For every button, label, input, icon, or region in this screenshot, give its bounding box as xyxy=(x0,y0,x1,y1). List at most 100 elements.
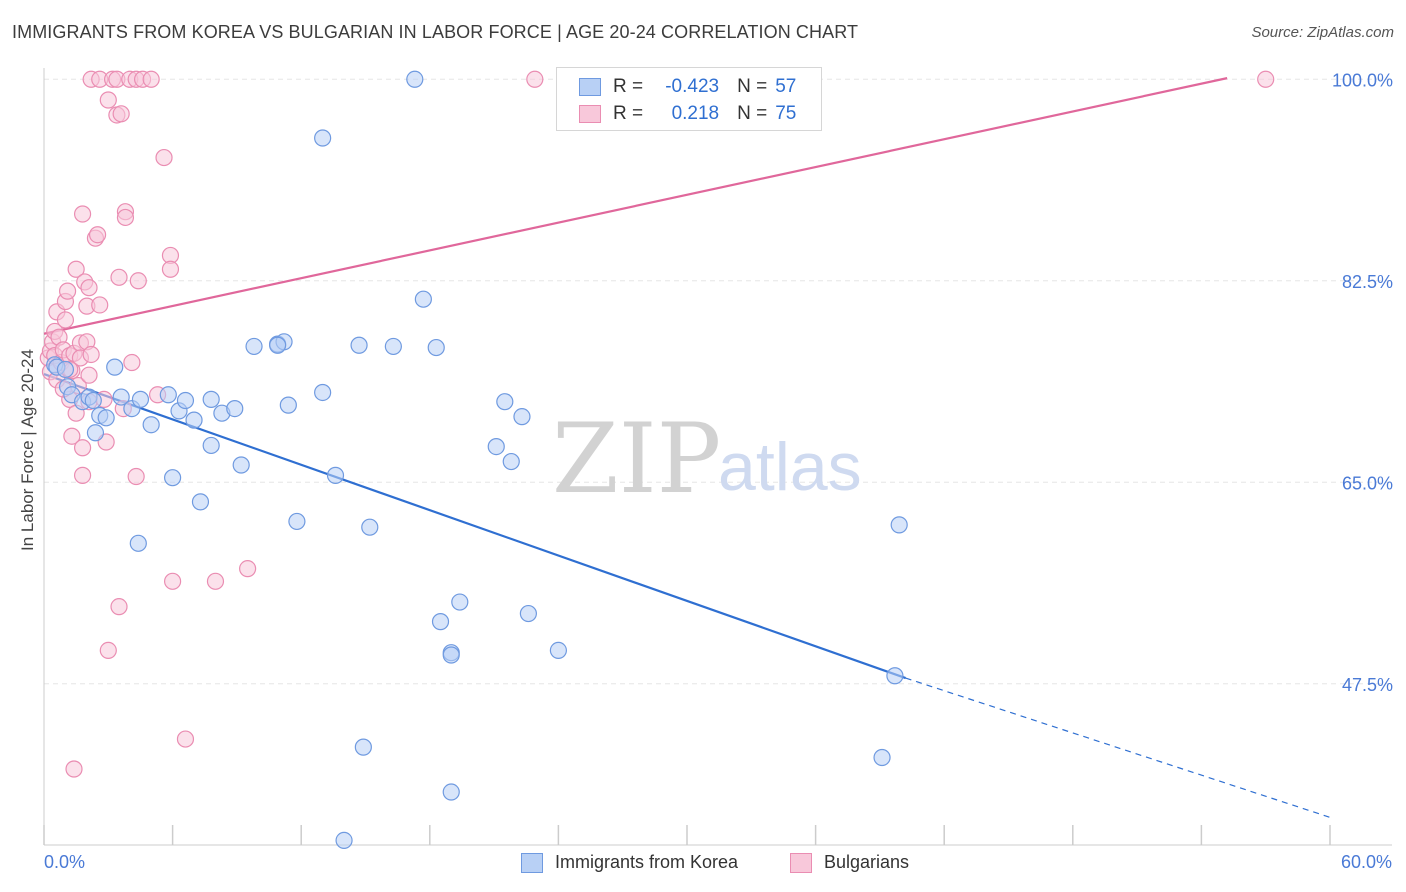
y-axis-label: In Labor Force | Age 20-24 xyxy=(18,349,37,551)
korea-point xyxy=(406,70,424,88)
korea-point xyxy=(314,129,332,147)
bulgarians-point xyxy=(67,260,85,278)
bulgarians-point xyxy=(123,353,141,372)
gridlines xyxy=(44,78,1392,685)
korea-point xyxy=(86,424,105,442)
y-tick-label: 65.0% xyxy=(1342,473,1393,493)
bulgarians-point xyxy=(142,70,160,88)
korea-point xyxy=(873,748,891,767)
bulgarians-point xyxy=(82,345,100,364)
watermark-zip: ZIP xyxy=(552,403,721,515)
korea-point xyxy=(159,386,177,404)
korea-point xyxy=(354,738,372,756)
korea-point xyxy=(232,456,250,474)
bulgarians-swatch xyxy=(579,105,601,123)
y-axis-label-wrap: In Labor Force | Age 20-24 xyxy=(16,300,40,600)
bulgarians-point xyxy=(88,226,107,244)
bulgarians-point xyxy=(73,439,92,457)
watermark-atlas: atlas xyxy=(718,429,862,505)
bulgarians-point xyxy=(1257,70,1275,88)
korea-legend-swatch xyxy=(521,852,543,873)
bulgarians-point xyxy=(80,279,98,297)
korea-point xyxy=(191,493,210,511)
stats-legend: R = -0.423 N = 57 R = 0.218 N = 75 xyxy=(556,67,822,131)
korea-point xyxy=(131,390,150,408)
r-label: R = xyxy=(613,103,644,124)
korea-point xyxy=(202,390,220,408)
legend-item-korea[interactable]: Immigrants from Korea xyxy=(521,852,738,873)
korea-point xyxy=(519,604,537,623)
bulgarians-point xyxy=(155,148,173,167)
korea-point xyxy=(431,613,450,631)
bulgarians-point xyxy=(80,366,98,384)
korea-point xyxy=(350,336,368,354)
y-tick-labels: 47.5% 65.0% 82.5% 100.0% xyxy=(1332,70,1393,695)
bulgarians-point xyxy=(110,268,128,286)
korea-point xyxy=(886,667,904,685)
bulgarians-point xyxy=(239,560,257,578)
bulgarians-point xyxy=(63,427,81,445)
korea-point xyxy=(427,338,445,357)
korea-point xyxy=(890,516,908,534)
korea-point xyxy=(164,469,182,487)
bulgarians-legend-swatch xyxy=(790,852,812,873)
korea-point xyxy=(176,391,195,410)
korea-point xyxy=(84,391,102,410)
bulgarians-point xyxy=(58,282,77,300)
korea-point xyxy=(361,518,379,536)
x-tick-max: 60.0% xyxy=(1340,852,1392,872)
bulgarians-point xyxy=(526,70,544,88)
stats-row-bulgarians: R = 0.218 N = 75 xyxy=(579,101,796,127)
korea-point xyxy=(442,783,460,801)
korea-point xyxy=(97,409,115,427)
bulgarians-trend-line xyxy=(43,77,1228,335)
korea-point xyxy=(226,399,244,418)
stats-row-korea: R = -0.423 N = 57 xyxy=(579,74,796,100)
bulgarians-point xyxy=(65,760,83,778)
korea-point xyxy=(487,437,505,456)
bulgarians-point xyxy=(161,260,180,278)
axes xyxy=(43,68,1392,846)
n-value-bulgarians: 75 xyxy=(775,103,797,124)
bulgarians-point xyxy=(206,572,225,590)
korea-point xyxy=(112,388,130,406)
korea-point xyxy=(549,641,568,660)
n-label: N = xyxy=(737,103,768,124)
korea-point xyxy=(185,411,203,429)
r-value-korea: -0.423 xyxy=(665,76,720,97)
korea-point xyxy=(496,393,514,411)
korea-point xyxy=(414,290,432,308)
bulgarians-point xyxy=(164,572,182,590)
r-label: R = xyxy=(613,76,644,97)
source-credit: Source: ZipAtlas.com xyxy=(1251,24,1394,41)
korea-point xyxy=(384,337,402,356)
korea-point xyxy=(442,646,460,664)
y-tick-label: 82.5% xyxy=(1342,272,1393,292)
korea-point xyxy=(502,452,520,471)
bulgarians-point xyxy=(110,598,128,616)
legend-item-bulgarians[interactable]: Bulgarians xyxy=(790,852,909,873)
bulgarians-point xyxy=(73,205,92,223)
bulgarians-point xyxy=(112,105,130,123)
korea-point xyxy=(288,512,306,531)
korea-points xyxy=(46,70,908,849)
y-tick-label: 47.5% xyxy=(1342,675,1393,695)
korea-point xyxy=(279,396,297,414)
chart-title: IMMIGRANTS FROM KOREA VS BULGARIAN IN LA… xyxy=(12,22,859,42)
legend-label-bulgarians: Bulgarians xyxy=(824,852,910,872)
x-tick-min: 0.0% xyxy=(44,852,86,872)
korea-point xyxy=(314,383,332,402)
korea-point xyxy=(513,408,531,426)
korea-point xyxy=(56,360,75,379)
korea-point xyxy=(245,337,263,356)
y-tick-label: 100.0% xyxy=(1332,70,1393,90)
bulgarians-point xyxy=(127,467,145,486)
n-label: N = xyxy=(737,76,768,97)
bulgarians-point xyxy=(116,208,135,227)
bulgarians-point xyxy=(129,272,147,290)
korea-point xyxy=(451,593,469,611)
korea-trend-extension xyxy=(905,677,1331,818)
bulgarians-point xyxy=(99,641,117,660)
bulgarians-points xyxy=(39,70,1275,778)
